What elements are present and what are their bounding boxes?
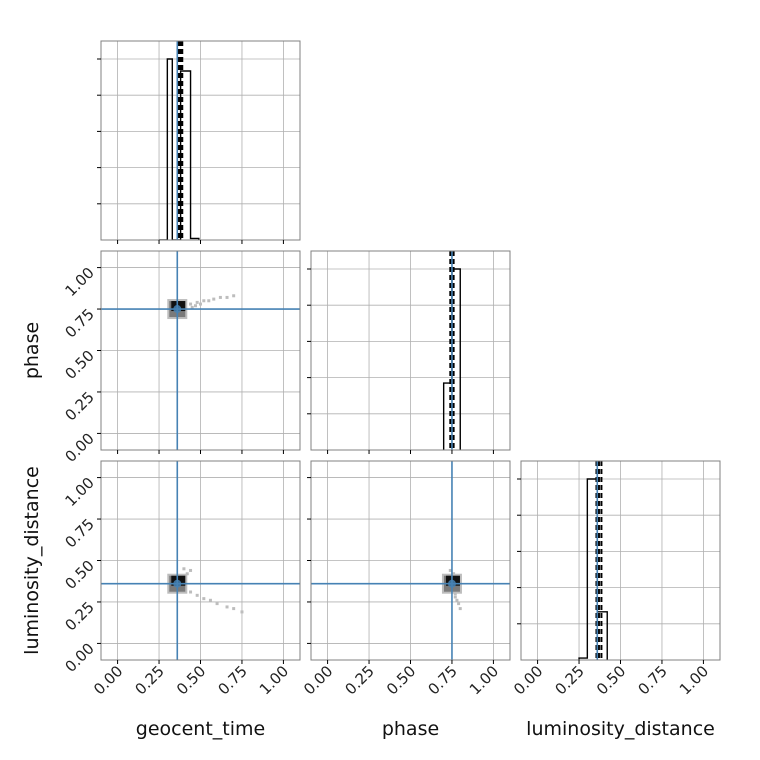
y-axis-label: luminosity_distance bbox=[21, 466, 43, 655]
sample-point bbox=[195, 300, 199, 304]
sample-point bbox=[194, 304, 198, 308]
sample-point bbox=[189, 302, 193, 306]
y-tick-label: 0.25 bbox=[61, 598, 97, 634]
y-tick-label: 0.50 bbox=[61, 347, 97, 383]
sample-point bbox=[225, 295, 229, 299]
x-axis-label: luminosity_distance bbox=[526, 718, 715, 740]
x-tick-label: 0.25 bbox=[552, 662, 588, 698]
x-tick-label: 0.50 bbox=[383, 662, 419, 698]
x-tick-label: 0.75 bbox=[214, 662, 250, 698]
hist-panel-geocent_time bbox=[97, 40, 301, 244]
sample-point bbox=[189, 590, 193, 594]
y-tick-label: 0.00 bbox=[61, 640, 97, 676]
x-tick-label: 1.00 bbox=[676, 662, 712, 698]
hist-step bbox=[159, 58, 200, 240]
sample-point bbox=[457, 602, 461, 606]
sample-point bbox=[207, 299, 211, 303]
sample-point bbox=[199, 302, 202, 306]
sample-point bbox=[208, 598, 212, 602]
sample-point bbox=[448, 568, 452, 572]
density-panel-luminosity_distance-vs-geocent_time: 0.00 0.25 0.50 0.75 1.000.000.250.500.751.00 bbox=[61, 460, 301, 698]
sample-point bbox=[212, 297, 216, 301]
sample-point bbox=[189, 568, 193, 572]
y-axis-label: phase bbox=[21, 322, 43, 379]
x-tick-label: 0.75 bbox=[424, 662, 460, 698]
sample-point bbox=[202, 597, 206, 601]
sample-point bbox=[232, 294, 236, 298]
x-tick-label: 0.75 bbox=[634, 662, 670, 698]
sample-point bbox=[190, 305, 194, 309]
y-tick-label: 0.25 bbox=[61, 388, 97, 424]
hist-step bbox=[578, 478, 608, 660]
x-tick-label: 0.50 bbox=[593, 662, 629, 698]
y-tick-label: 1.00 bbox=[61, 264, 97, 300]
sample-point bbox=[225, 605, 229, 609]
x-tick-label: 0.25 bbox=[132, 662, 168, 698]
x-axis-label: phase bbox=[382, 718, 439, 740]
y-tick-label: 0.00 bbox=[61, 430, 97, 466]
x-tick-label: 1.00 bbox=[256, 662, 292, 698]
sample-point bbox=[232, 607, 236, 611]
sample-point bbox=[215, 602, 219, 606]
x-tick-label: 0.00 bbox=[510, 662, 546, 698]
x-tick-label: 0.50 bbox=[173, 662, 209, 698]
sample-point bbox=[453, 595, 457, 599]
y-tick-label: 0.75 bbox=[61, 515, 97, 551]
density-panel-luminosity_distance-vs-phase: 0.00 0.25 0.50 0.75 1.00 bbox=[300, 460, 511, 698]
sample-point bbox=[195, 593, 199, 597]
x-tick-label: 0.00 bbox=[90, 662, 126, 698]
y-tick-label: 1.00 bbox=[61, 474, 97, 510]
y-tick-label: 0.50 bbox=[61, 557, 97, 593]
sample-point bbox=[458, 607, 462, 611]
sample-point bbox=[455, 598, 459, 602]
y-tick-label: 0.75 bbox=[61, 305, 97, 341]
sample-point bbox=[182, 567, 186, 571]
density-panel-phase-vs-geocent_time: 0.00 0.25 0.50 0.75 1.00 bbox=[61, 250, 301, 466]
x-axis-label: geocent_time bbox=[136, 718, 265, 740]
sample-point bbox=[240, 610, 244, 614]
x-tick-label: 0.25 bbox=[342, 662, 378, 698]
x-tick-label: 1.00 bbox=[466, 662, 502, 698]
hist-panel-phase bbox=[307, 250, 511, 454]
x-tick-label: 0.00 bbox=[300, 662, 336, 698]
sample-point bbox=[202, 299, 206, 303]
sample-point bbox=[218, 295, 222, 299]
hist-panel-luminosity_distance: 0.00 0.25 0.50 0.75 1.00 bbox=[510, 460, 721, 698]
